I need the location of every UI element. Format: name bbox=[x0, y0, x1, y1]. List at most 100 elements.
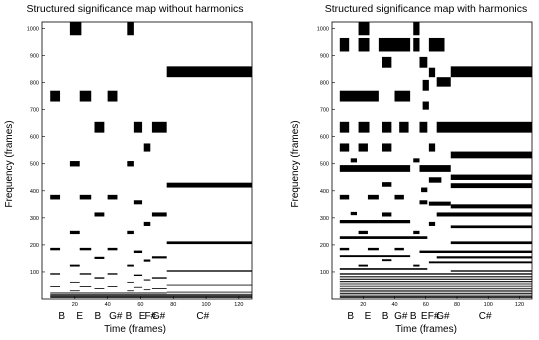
y-tick-label: 700 bbox=[30, 108, 39, 114]
significance-block bbox=[166, 291, 252, 293]
significance-block bbox=[339, 285, 532, 287]
significance-block bbox=[358, 230, 368, 235]
significance-block bbox=[143, 279, 151, 281]
significance-block bbox=[79, 286, 92, 287]
panel-with-harmonics: Structured significance map with harmoni… bbox=[290, 3, 533, 335]
x-tick-label: 80 bbox=[454, 302, 460, 308]
note-label: B bbox=[347, 311, 354, 322]
significance-block bbox=[339, 291, 532, 293]
significance-block bbox=[143, 289, 151, 291]
x-tick-label: 40 bbox=[105, 302, 111, 308]
plot-frame bbox=[331, 21, 533, 300]
significance-block bbox=[339, 268, 428, 270]
significance-block bbox=[339, 281, 532, 283]
note-label: E bbox=[365, 311, 372, 322]
significance-block bbox=[127, 230, 134, 235]
significance-block bbox=[339, 293, 532, 294]
significance-block bbox=[450, 270, 532, 272]
y-tick-label: 900 bbox=[30, 54, 39, 60]
x-tick-label: 80 bbox=[170, 302, 176, 308]
significance-block bbox=[50, 90, 61, 102]
note-label: F# bbox=[144, 311, 156, 322]
significance-block bbox=[127, 22, 134, 36]
y-tick-label: 1000 bbox=[317, 26, 329, 32]
significance-block bbox=[436, 121, 532, 133]
significance-block bbox=[382, 212, 392, 217]
significance-block bbox=[413, 37, 420, 52]
panel-without-harmonics: Structured significance map without harm… bbox=[4, 3, 253, 335]
significance-block bbox=[450, 183, 532, 189]
significance-block bbox=[339, 283, 532, 285]
significance-block bbox=[350, 211, 357, 216]
significance-block bbox=[339, 143, 350, 152]
significance-block bbox=[339, 255, 411, 258]
significance-block bbox=[151, 277, 167, 279]
note-label: G# bbox=[436, 311, 450, 322]
significance-block bbox=[107, 273, 118, 275]
significance-block bbox=[151, 212, 167, 217]
x-tick-label: 20 bbox=[72, 302, 78, 308]
note-label: G# bbox=[394, 311, 408, 322]
significance-block bbox=[428, 261, 532, 264]
note-label: B bbox=[410, 311, 417, 322]
significance-block bbox=[399, 121, 409, 133]
significance-block bbox=[166, 284, 252, 286]
y-tick-label: 900 bbox=[320, 54, 329, 60]
x-tick-label: 100 bbox=[201, 302, 210, 308]
significance-block bbox=[94, 277, 105, 279]
significance-block bbox=[382, 143, 392, 152]
significance-block bbox=[358, 37, 370, 52]
significance-block bbox=[367, 247, 379, 251]
significance-block bbox=[79, 90, 92, 102]
significance-block bbox=[358, 121, 370, 133]
significance-block bbox=[69, 281, 80, 283]
significance-block bbox=[94, 212, 105, 217]
significance-block bbox=[339, 194, 350, 200]
x-tick-label: 20 bbox=[360, 302, 366, 308]
note-label: E bbox=[76, 311, 83, 322]
note-label: B bbox=[382, 311, 389, 322]
significance-block bbox=[419, 250, 532, 254]
y-tick-label: 800 bbox=[320, 81, 329, 87]
significance-block bbox=[94, 256, 105, 259]
significance-block bbox=[151, 121, 167, 133]
significance-block bbox=[94, 121, 105, 133]
significance-block bbox=[107, 247, 118, 251]
y-tick-label: 600 bbox=[30, 135, 39, 141]
note-label: B bbox=[126, 311, 133, 322]
significance-block bbox=[107, 90, 118, 102]
significance-block bbox=[166, 241, 252, 245]
x-axis-label: Time (frames) bbox=[395, 324, 457, 335]
significance-block bbox=[358, 22, 370, 36]
y-tick-label: 500 bbox=[30, 162, 39, 168]
significance-block bbox=[143, 259, 151, 262]
significance-block bbox=[50, 297, 252, 298]
note-label: B bbox=[58, 311, 65, 322]
significance-block bbox=[382, 121, 392, 133]
x-tick-label: 120 bbox=[234, 302, 243, 308]
y-tick-label: 100 bbox=[30, 270, 39, 276]
significance-block bbox=[419, 56, 428, 68]
y-tick-label: 200 bbox=[30, 243, 39, 249]
significance-block bbox=[133, 121, 143, 133]
significance-block bbox=[358, 264, 368, 267]
y-tick-label: 800 bbox=[30, 81, 39, 87]
significance-block bbox=[143, 143, 151, 152]
note-label: C# bbox=[479, 311, 492, 322]
significance-block bbox=[69, 22, 82, 36]
significance-block bbox=[378, 37, 411, 52]
significance-block bbox=[69, 161, 80, 167]
significance-block bbox=[79, 273, 92, 275]
significance-block bbox=[413, 264, 420, 267]
significance-block bbox=[382, 259, 392, 262]
significance-block bbox=[127, 281, 134, 283]
significance-block bbox=[413, 230, 420, 235]
significance-block bbox=[428, 143, 436, 152]
y-tick-label: 1000 bbox=[27, 26, 39, 32]
note-label: F# bbox=[428, 311, 440, 322]
y-tick-label: 400 bbox=[320, 189, 329, 195]
significance-block bbox=[339, 287, 532, 289]
note-label: B bbox=[94, 311, 101, 322]
significance-block bbox=[50, 293, 252, 295]
significance-block bbox=[69, 230, 80, 235]
